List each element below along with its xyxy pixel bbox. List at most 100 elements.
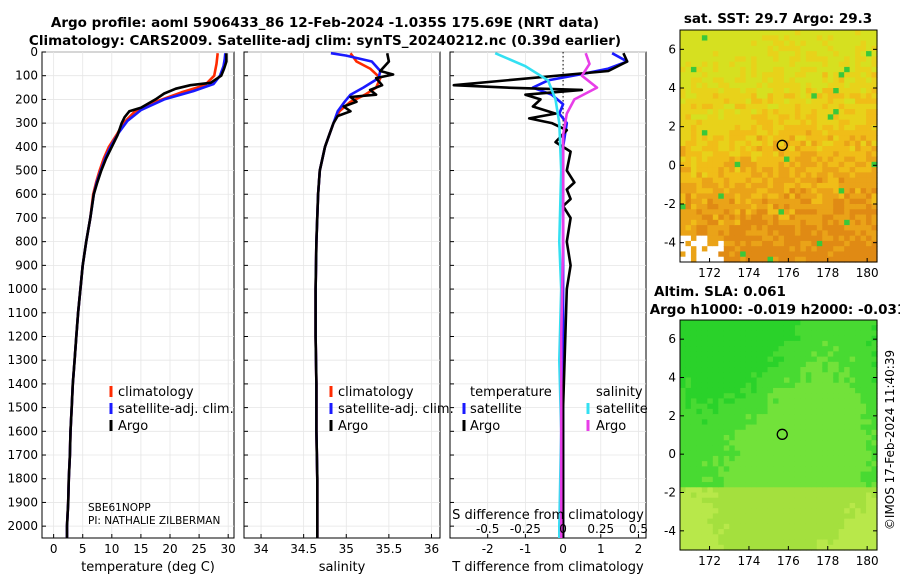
map-cell	[718, 219, 725, 226]
map-cell	[680, 492, 687, 499]
y-tick-label: 1000	[7, 282, 38, 296]
map-cell	[849, 361, 856, 368]
map-cell	[860, 340, 867, 347]
map-cell	[783, 161, 791, 168]
map-cell	[800, 455, 807, 462]
map-cell	[849, 172, 856, 179]
map-cell	[800, 77, 807, 84]
map-cell	[762, 40, 769, 47]
map-cell	[838, 534, 845, 541]
map-cell	[778, 45, 785, 52]
map-cell	[696, 246, 703, 253]
map-cell	[800, 188, 807, 195]
map-cell	[762, 544, 769, 551]
map-cell	[860, 188, 867, 195]
map-cell	[778, 135, 785, 142]
map-cell	[794, 377, 801, 384]
map-cell	[838, 340, 845, 347]
map-cell	[844, 372, 851, 379]
legend-satellite: satellite-adj. clim.	[118, 402, 234, 417]
map-cell	[734, 51, 741, 57]
map-cell	[838, 408, 845, 415]
map-cell	[773, 51, 780, 57]
map-cell	[805, 182, 812, 189]
map-cell	[740, 466, 747, 473]
map-cell	[707, 130, 714, 137]
map-cell	[756, 424, 763, 431]
map-cell	[849, 161, 856, 168]
map-cell	[800, 534, 807, 541]
map-cell	[789, 246, 796, 253]
map-cell	[844, 45, 851, 52]
map-cell	[800, 356, 807, 363]
map-cell	[723, 539, 730, 546]
map-cell	[723, 161, 730, 168]
map-cell	[745, 367, 752, 373]
map-cell	[740, 177, 747, 184]
map-cell	[718, 161, 725, 168]
map-cell	[794, 367, 801, 373]
map-cell	[844, 377, 851, 384]
map-cell	[685, 188, 692, 195]
map-cell	[756, 82, 763, 89]
map-cell	[800, 198, 807, 205]
map-cell	[833, 372, 840, 379]
map-cell	[778, 340, 785, 347]
map-cell	[707, 534, 714, 541]
map-cell	[822, 35, 829, 42]
map-cell	[680, 508, 687, 515]
map-cell	[762, 130, 769, 137]
map-cell	[745, 330, 752, 337]
map-cell	[701, 230, 708, 237]
map-cell	[723, 93, 730, 100]
map-cell	[685, 523, 692, 530]
map-cell	[778, 140, 785, 147]
map-cell	[827, 471, 834, 478]
map-cell	[723, 204, 730, 210]
map-cell	[838, 98, 845, 105]
map-cell	[707, 393, 714, 400]
map-cell	[860, 513, 867, 520]
map-cell	[718, 72, 725, 79]
map-cell	[767, 188, 774, 195]
map-cell	[696, 534, 703, 541]
map-cell	[844, 61, 851, 68]
map-cell	[729, 382, 736, 389]
map-cell	[740, 98, 747, 105]
map-cell	[756, 66, 763, 73]
map-cell	[827, 424, 834, 431]
map-cell	[729, 320, 736, 326]
map-cell	[707, 251, 714, 258]
map-cell	[680, 56, 687, 63]
map-cell	[701, 135, 708, 142]
map-cell	[844, 429, 851, 436]
map-cell	[822, 445, 829, 452]
map-cell	[740, 188, 747, 195]
map-cell	[800, 476, 807, 483]
map-cell	[762, 93, 769, 100]
map-cell	[751, 240, 758, 247]
map-cell	[734, 361, 741, 368]
map-cell	[871, 98, 878, 105]
map-cell	[685, 544, 692, 551]
map-cell	[701, 114, 708, 121]
map-cell	[762, 387, 769, 394]
map-cell	[800, 398, 807, 405]
map-cell	[805, 497, 812, 504]
map-cell	[712, 45, 719, 52]
map-cell	[690, 82, 698, 89]
map-cell	[838, 414, 845, 420]
map-cell	[712, 93, 719, 100]
map-cell	[833, 66, 840, 73]
map-cell	[707, 529, 714, 535]
map-cell	[745, 51, 752, 57]
map-cell	[794, 246, 801, 253]
map-cell	[773, 135, 780, 142]
map-cell	[849, 88, 856, 94]
difference-panel: -2 -1 0 1 2-0.5 -0.25 0 0.25 0.5 T difference fr…	[449, 51, 648, 575]
map-cell	[866, 502, 873, 509]
map-cell	[855, 476, 862, 483]
map-cell	[696, 419, 703, 426]
map-cell	[740, 167, 747, 173]
map-cell	[822, 455, 829, 462]
